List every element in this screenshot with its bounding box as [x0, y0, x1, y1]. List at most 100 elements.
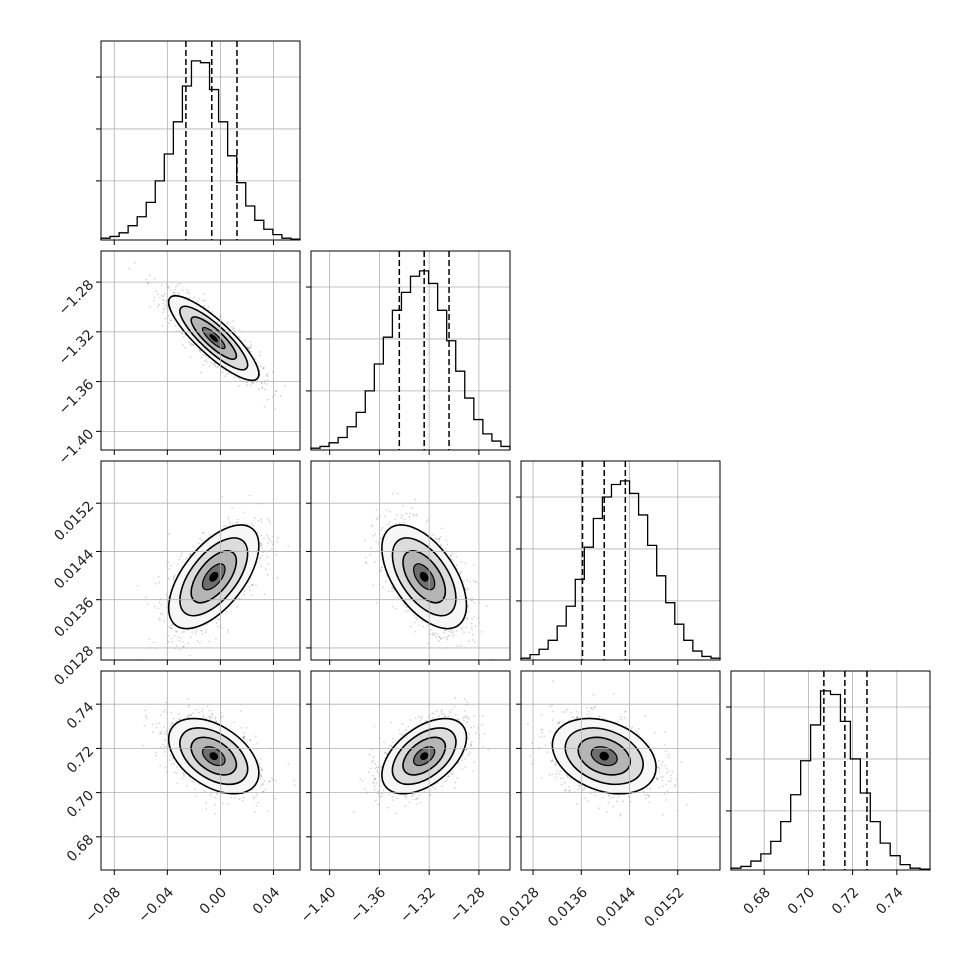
scatter-point — [232, 320, 235, 323]
scatter-point — [462, 580, 465, 583]
scatter-point — [474, 581, 477, 584]
scatter-point — [260, 518, 263, 521]
scatter-point — [189, 342, 192, 345]
scatter-point — [391, 590, 393, 593]
scatter-point — [168, 532, 170, 535]
scatter-point — [254, 358, 257, 360]
scatter-point — [259, 545, 262, 547]
scatter-point — [449, 555, 452, 557]
scatter-point — [242, 511, 245, 514]
scatter-point — [394, 522, 397, 525]
scatter-point — [183, 773, 185, 776]
scatter-point — [242, 735, 245, 738]
scatter-point — [391, 605, 394, 608]
scatter-point — [365, 561, 368, 564]
scatter-point — [236, 521, 239, 524]
scatter-point — [196, 640, 199, 642]
scatter-point — [460, 644, 462, 647]
scatter-point — [136, 584, 139, 587]
scatter-point — [172, 579, 175, 581]
scatter-point — [221, 495, 223, 498]
scatter-point — [238, 597, 241, 600]
scatter-point — [382, 586, 384, 589]
scatter-point — [415, 616, 417, 619]
scatter-point — [203, 305, 206, 308]
scatter-point — [394, 518, 397, 521]
scatter-point — [216, 366, 218, 369]
scatter-point — [464, 586, 467, 589]
scatter-point — [460, 570, 463, 573]
scatter-point — [247, 346, 250, 349]
scatter-point — [402, 504, 405, 507]
scatter-point — [262, 367, 265, 370]
scatter-point — [259, 766, 262, 769]
scatter-point — [240, 709, 242, 712]
scatter-point — [259, 556, 262, 559]
scatter-point — [260, 520, 263, 523]
y-tick-label: −1.36 — [56, 377, 98, 419]
scatter-point — [168, 567, 171, 570]
scatter-point — [165, 701, 168, 704]
scatter-point — [448, 630, 451, 633]
scatter-point — [380, 566, 383, 569]
scatter-point — [177, 292, 179, 295]
scatter-point — [144, 715, 147, 717]
scatter-point — [202, 531, 205, 534]
scatter-point — [375, 540, 378, 543]
scatter-point — [217, 365, 220, 368]
scatter-point — [182, 645, 185, 647]
scatter-point — [202, 353, 205, 356]
scatter-point — [471, 597, 473, 599]
scatter-point — [174, 574, 176, 576]
scatter-point — [395, 607, 397, 610]
scatter-point — [230, 796, 233, 799]
scatter-point — [249, 350, 252, 353]
scatter-point — [167, 285, 170, 288]
scatter-point — [391, 492, 394, 495]
scatter-point — [161, 613, 164, 616]
scatter-point — [372, 534, 374, 537]
scatter-point — [414, 630, 417, 633]
scatter-point — [287, 545, 290, 548]
scatter-point — [259, 365, 262, 368]
scatter-point — [199, 641, 201, 644]
scatter-point — [172, 576, 175, 578]
scatter-point — [268, 538, 271, 541]
scatter-point — [438, 640, 441, 643]
scatter-point — [258, 350, 261, 353]
scatter-point — [170, 724, 172, 727]
scatter-point — [145, 278, 148, 281]
scatter-point — [160, 603, 163, 606]
scatter-point — [193, 296, 196, 299]
scatter-point — [167, 286, 170, 289]
scatter-point — [151, 731, 154, 734]
scatter-point — [409, 512, 412, 515]
scatter-point — [182, 344, 184, 346]
scatter-point — [155, 722, 158, 725]
scatter-point — [164, 709, 166, 711]
scatter-point — [415, 618, 418, 621]
scatter-point — [201, 633, 204, 635]
scatter-point — [155, 726, 158, 729]
scatter-point — [411, 507, 414, 510]
scatter-point — [415, 514, 418, 516]
scatter-point — [375, 517, 378, 520]
histogram-step — [730, 690, 931, 870]
scatter-point — [158, 296, 161, 299]
scatter-point — [164, 317, 167, 320]
scatter-point — [174, 325, 177, 327]
scatter-point — [163, 307, 166, 310]
scatter-point — [414, 621, 416, 624]
scatter-point — [248, 345, 251, 348]
scatter-point — [446, 543, 449, 546]
scatter-point — [134, 261, 137, 264]
scatter-point — [387, 590, 390, 593]
scatter-point — [254, 517, 257, 519]
scatter-point — [261, 386, 264, 389]
scatter-point — [396, 492, 399, 495]
scatter-point — [418, 624, 420, 627]
scatter-point — [148, 274, 151, 277]
scatter-point — [456, 645, 459, 648]
scatter-point — [210, 795, 212, 798]
scatter-point — [155, 751, 158, 754]
